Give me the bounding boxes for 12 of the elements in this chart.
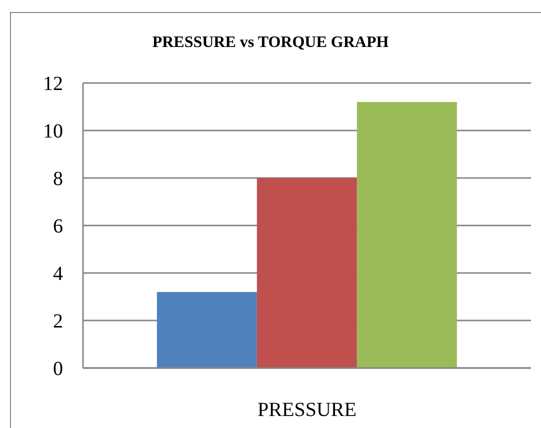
- bar: [356, 102, 457, 368]
- bar: [156, 292, 257, 368]
- y-tick-label: 2: [53, 310, 63, 333]
- y-tick-label: 10: [43, 120, 63, 143]
- x-tick-label: PRESSURE: [258, 399, 356, 422]
- y-tick-label: 6: [53, 216, 63, 238]
- y-tick-label: 8: [53, 168, 63, 190]
- y-tick-label: 4: [53, 263, 63, 286]
- bar: [256, 178, 357, 368]
- chart-title: PRESSURE vs TORQUE GRAPH: [151, 34, 390, 52]
- y-tick-label: 12: [43, 73, 63, 96]
- y-tick-label: 0: [53, 358, 63, 380]
